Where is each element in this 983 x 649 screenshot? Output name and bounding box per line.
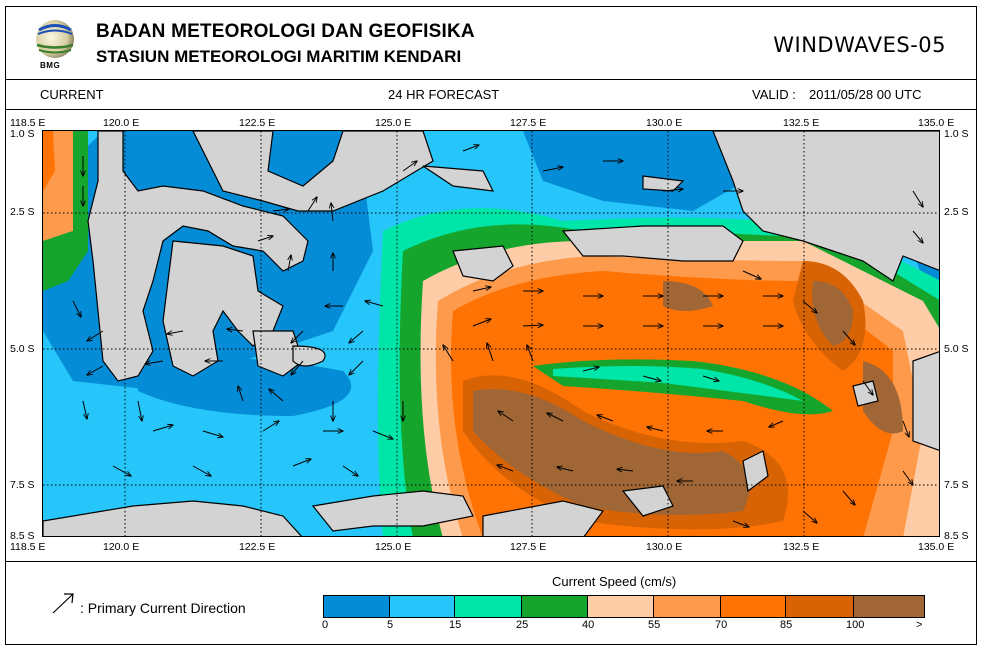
lon-tick: 132.5 E xyxy=(783,117,820,129)
arrow-legend-label: : Primary Current Direction xyxy=(80,600,246,616)
lat-tick: 7.5 S xyxy=(10,479,35,491)
lon-tick: 122.5 E xyxy=(239,117,276,129)
bmg-logo-icon xyxy=(36,20,74,58)
lon-tick: 118.5 E xyxy=(10,117,46,129)
colorbar-bin-15-25 xyxy=(455,596,522,617)
current-speed-map xyxy=(42,130,940,537)
colorbar-bin-25-40 xyxy=(522,596,588,617)
header-divider xyxy=(5,79,977,80)
outer-frame xyxy=(5,6,977,645)
current-arrows xyxy=(72,145,923,527)
lat-tick: 5.0 S xyxy=(944,343,969,355)
colorbar-tick: 85 xyxy=(780,619,793,631)
colorbar-tick: 15 xyxy=(449,619,462,631)
valid-time: 2011/05/28 00 UTC xyxy=(809,87,922,102)
lat-tick: 1.0 S xyxy=(10,128,35,140)
colorbar-tick: 40 xyxy=(582,619,595,631)
speed-colorbar xyxy=(323,595,925,618)
colorbar-bin-85-100 xyxy=(786,596,854,617)
colorbar-title: Current Speed (cm/s) xyxy=(552,574,677,589)
lon-tick: 127.5 E xyxy=(510,117,547,129)
logo-text: BMG xyxy=(40,61,61,70)
lon-tick: 130.0 E xyxy=(646,541,683,553)
colorbar-tick: 5 xyxy=(387,619,394,631)
colorbar-bin-5-15 xyxy=(390,596,455,617)
forecast-label: 24 HR FORECAST xyxy=(388,87,500,102)
lat-tick: 8.5 S xyxy=(944,530,969,542)
lon-tick: 122.5 E xyxy=(239,541,276,553)
lon-tick: 127.5 E xyxy=(510,541,547,553)
agency-title: BADAN METEOROLOGI DAN GEOFISIKA xyxy=(96,21,475,42)
lon-tick: 120.0 E xyxy=(103,541,140,553)
info-bar-divider xyxy=(5,109,977,110)
lon-tick: 118.5 E xyxy=(10,541,46,553)
lat-tick: 2.5 S xyxy=(944,206,969,218)
colorbar-tick: 55 xyxy=(648,619,661,631)
map-canvas xyxy=(43,131,939,536)
lon-tick: 130.0 E xyxy=(646,117,683,129)
lon-tick: 132.5 E xyxy=(783,541,820,553)
lon-tick: 120.0 E xyxy=(103,117,140,129)
colorbar-bin-40-55 xyxy=(588,596,654,617)
colorbar-bin-70-85 xyxy=(721,596,786,617)
colorbar-bin-100-plus xyxy=(854,596,924,617)
arrow-legend-icon xyxy=(52,593,74,614)
lat-tick: 7.5 S xyxy=(944,479,969,491)
lon-tick: 135.0 E xyxy=(918,117,955,129)
colorbar-bin-55-70 xyxy=(654,596,721,617)
colorbar-tick: > xyxy=(916,619,923,631)
lon-tick: 135.0 E xyxy=(918,541,955,553)
valid-label: VALID : xyxy=(752,87,796,102)
colorbar-tick: 0 xyxy=(322,619,329,631)
lon-tick: 125.0 E xyxy=(375,117,412,129)
lat-tick: 8.5 S xyxy=(10,530,35,542)
station-title: STASIUN METEOROLOGI MARITIM KENDARI xyxy=(96,47,462,66)
colorbar-tick: 25 xyxy=(516,619,529,631)
colorbar-tick: 70 xyxy=(715,619,728,631)
lat-tick: 2.5 S xyxy=(10,206,35,218)
parameter-label: CURRENT xyxy=(40,87,104,102)
legend-divider xyxy=(5,561,977,562)
colorbar-bin-0-5 xyxy=(324,596,390,617)
colorbar-tick: 100 xyxy=(846,619,865,631)
lat-tick: 1.0 S xyxy=(944,128,969,140)
lon-tick: 125.0 E xyxy=(375,541,412,553)
product-name: WINDWAVES-05 xyxy=(773,33,946,57)
lat-tick: 5.0 S xyxy=(10,343,35,355)
